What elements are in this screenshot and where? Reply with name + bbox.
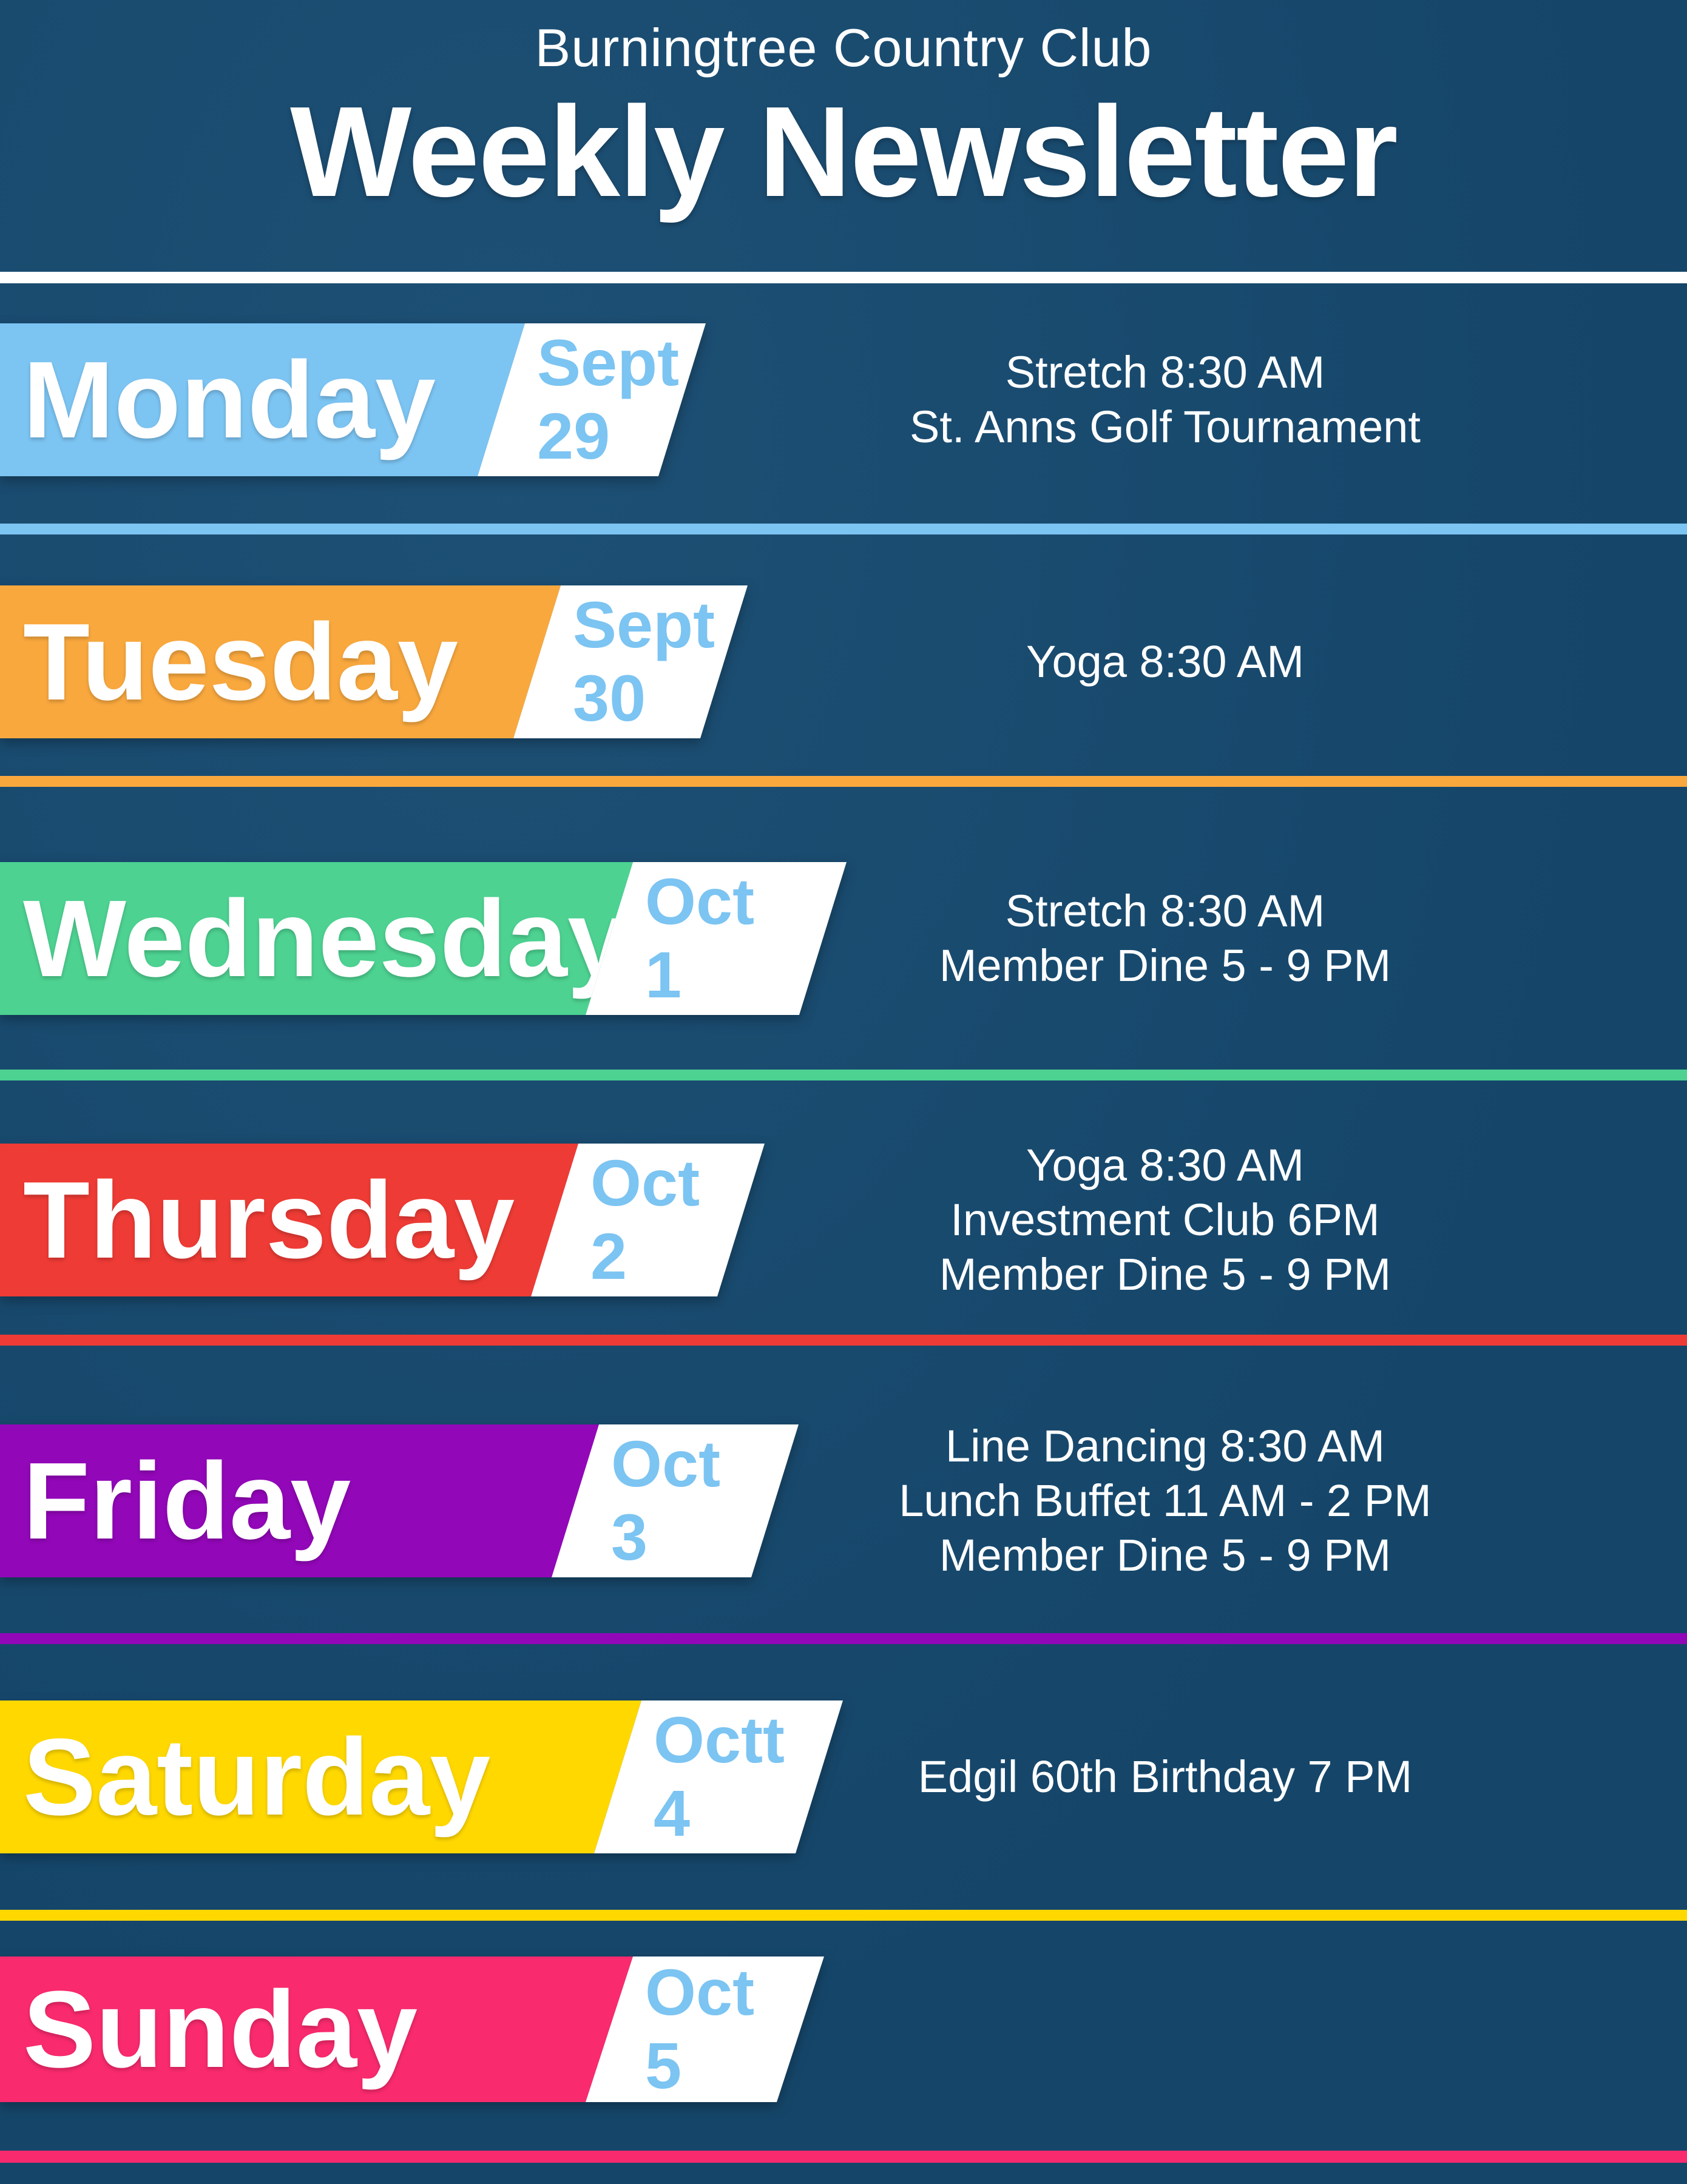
date-day: 1: [645, 938, 682, 1011]
day-name: Tuesday: [23, 601, 458, 723]
event-list: Yoga 8:30 AM Investment Club 6PM Member …: [789, 1140, 1541, 1299]
date-month: Oct: [645, 1955, 755, 2029]
day-banner: Thursday Oct 2: [0, 1144, 765, 1296]
date-month: Oct: [611, 1427, 721, 1501]
date-month: Sept: [537, 326, 680, 400]
event-item: Lunch Buffet 11 AM - 2 PM: [899, 1475, 1432, 1526]
day-banner: Saturday Octt 4: [0, 1700, 843, 1853]
date-month: Oct: [590, 1146, 700, 1220]
date-day: 4: [654, 1776, 691, 1850]
day-row-sunday: Sunday Oct 5: [0, 1956, 1687, 2102]
day-name: Sunday: [23, 1968, 418, 2091]
day-banner: Wednesday Oct 1: [0, 862, 847, 1015]
day-name: Saturday: [23, 1716, 491, 1838]
day-name-chip: Saturday: [0, 1700, 641, 1853]
day-banner: Tuesday Sept 30: [0, 585, 748, 738]
event-item: Edgil 60th Birthday 7 PM: [918, 1751, 1413, 1802]
day-row-tuesday: Tuesday Sept 30 Yoga 8:30 AM: [0, 585, 1687, 738]
day-name-chip: Friday: [0, 1424, 599, 1577]
day-separator: [0, 1633, 1687, 1644]
event-list: Yoga 8:30 AM: [789, 585, 1541, 738]
date-tag: Oct 3: [552, 1424, 799, 1577]
day-name-chip: Monday: [0, 323, 525, 476]
date-day: 29: [537, 399, 610, 473]
day-name-chip: Sunday: [0, 1956, 633, 2102]
event-item: Investment Club 6PM: [950, 1195, 1380, 1245]
day-separator: [0, 1070, 1687, 1080]
event-item: Yoga 8:30 AM: [1026, 636, 1305, 687]
date-day: 2: [590, 1219, 627, 1293]
day-name-chip: Wednesday: [0, 862, 633, 1015]
event-list: [789, 1956, 1541, 2102]
date-tag: Sept 29: [478, 323, 706, 476]
day-row-wednesday: Wednesday Oct 1 Stretch 8:30 AM Member D…: [0, 862, 1687, 1015]
event-item: Line Dancing 8:30 AM: [945, 1421, 1385, 1471]
event-item: Stretch 8:30 AM: [1005, 347, 1325, 397]
day-row-saturday: Saturday Octt 4 Edgil 60th Birthday 7 PM: [0, 1700, 1687, 1853]
day-name: Monday: [23, 339, 436, 461]
day-row-friday: Friday Oct 3 Line Dancing 8:30 AM Lunch …: [0, 1421, 1687, 1580]
day-banner: Monday Sept 29: [0, 323, 706, 476]
date-month: Oct: [645, 864, 755, 939]
day-name-chip: Tuesday: [0, 585, 561, 738]
day-separator: [0, 1335, 1687, 1346]
event-list: Stretch 8:30 AM Member Dine 5 - 9 PM: [789, 862, 1541, 1015]
day-name: Friday: [23, 1440, 351, 1562]
event-item: Yoga 8:30 AM: [1026, 1140, 1305, 1190]
day-row-monday: Monday Sept 29 Stretch 8:30 AM St. Anns …: [0, 323, 1687, 476]
day-row-thursday: Thursday Oct 2 Yoga 8:30 AM Investment C…: [0, 1140, 1687, 1299]
date-month: Sept: [573, 588, 715, 662]
event-item: Member Dine 5 - 9 PM: [939, 1530, 1391, 1580]
day-banner: Friday Oct 3: [0, 1424, 799, 1577]
date-day: 5: [645, 2029, 682, 2102]
header-divider: [0, 272, 1687, 283]
event-list: Line Dancing 8:30 AM Lunch Buffet 11 AM …: [789, 1421, 1541, 1580]
date-day: 3: [611, 1500, 648, 1574]
event-list: Stretch 8:30 AM St. Anns Golf Tournament: [789, 323, 1541, 476]
date-day: 30: [573, 661, 646, 735]
event-list: Edgil 60th Birthday 7 PM: [789, 1700, 1541, 1853]
date-tag: Oct 5: [586, 1956, 824, 2102]
day-separator: [0, 524, 1687, 534]
club-name: Burningtree Country Club: [535, 18, 1152, 78]
day-separator: [0, 776, 1687, 787]
day-separator: [0, 1910, 1687, 1921]
date-tag: Octt 4: [594, 1700, 843, 1853]
date-month: Octt: [654, 1703, 785, 1777]
event-item: Member Dine 5 - 9 PM: [939, 940, 1391, 991]
event-item: St. Anns Golf Tournament: [910, 402, 1421, 452]
day-name: Wednesday: [23, 877, 629, 1000]
date-tag: Oct 1: [586, 862, 847, 1015]
day-name-chip: Thursday: [0, 1144, 578, 1296]
day-name: Thursday: [23, 1159, 515, 1281]
event-item: Stretch 8:30 AM: [1005, 886, 1325, 936]
day-separator: [0, 2151, 1687, 2163]
day-banner: Sunday Oct 5: [0, 1956, 824, 2102]
event-item: Member Dine 5 - 9 PM: [939, 1249, 1391, 1299]
page-title: Weekly Newsletter: [290, 79, 1398, 223]
